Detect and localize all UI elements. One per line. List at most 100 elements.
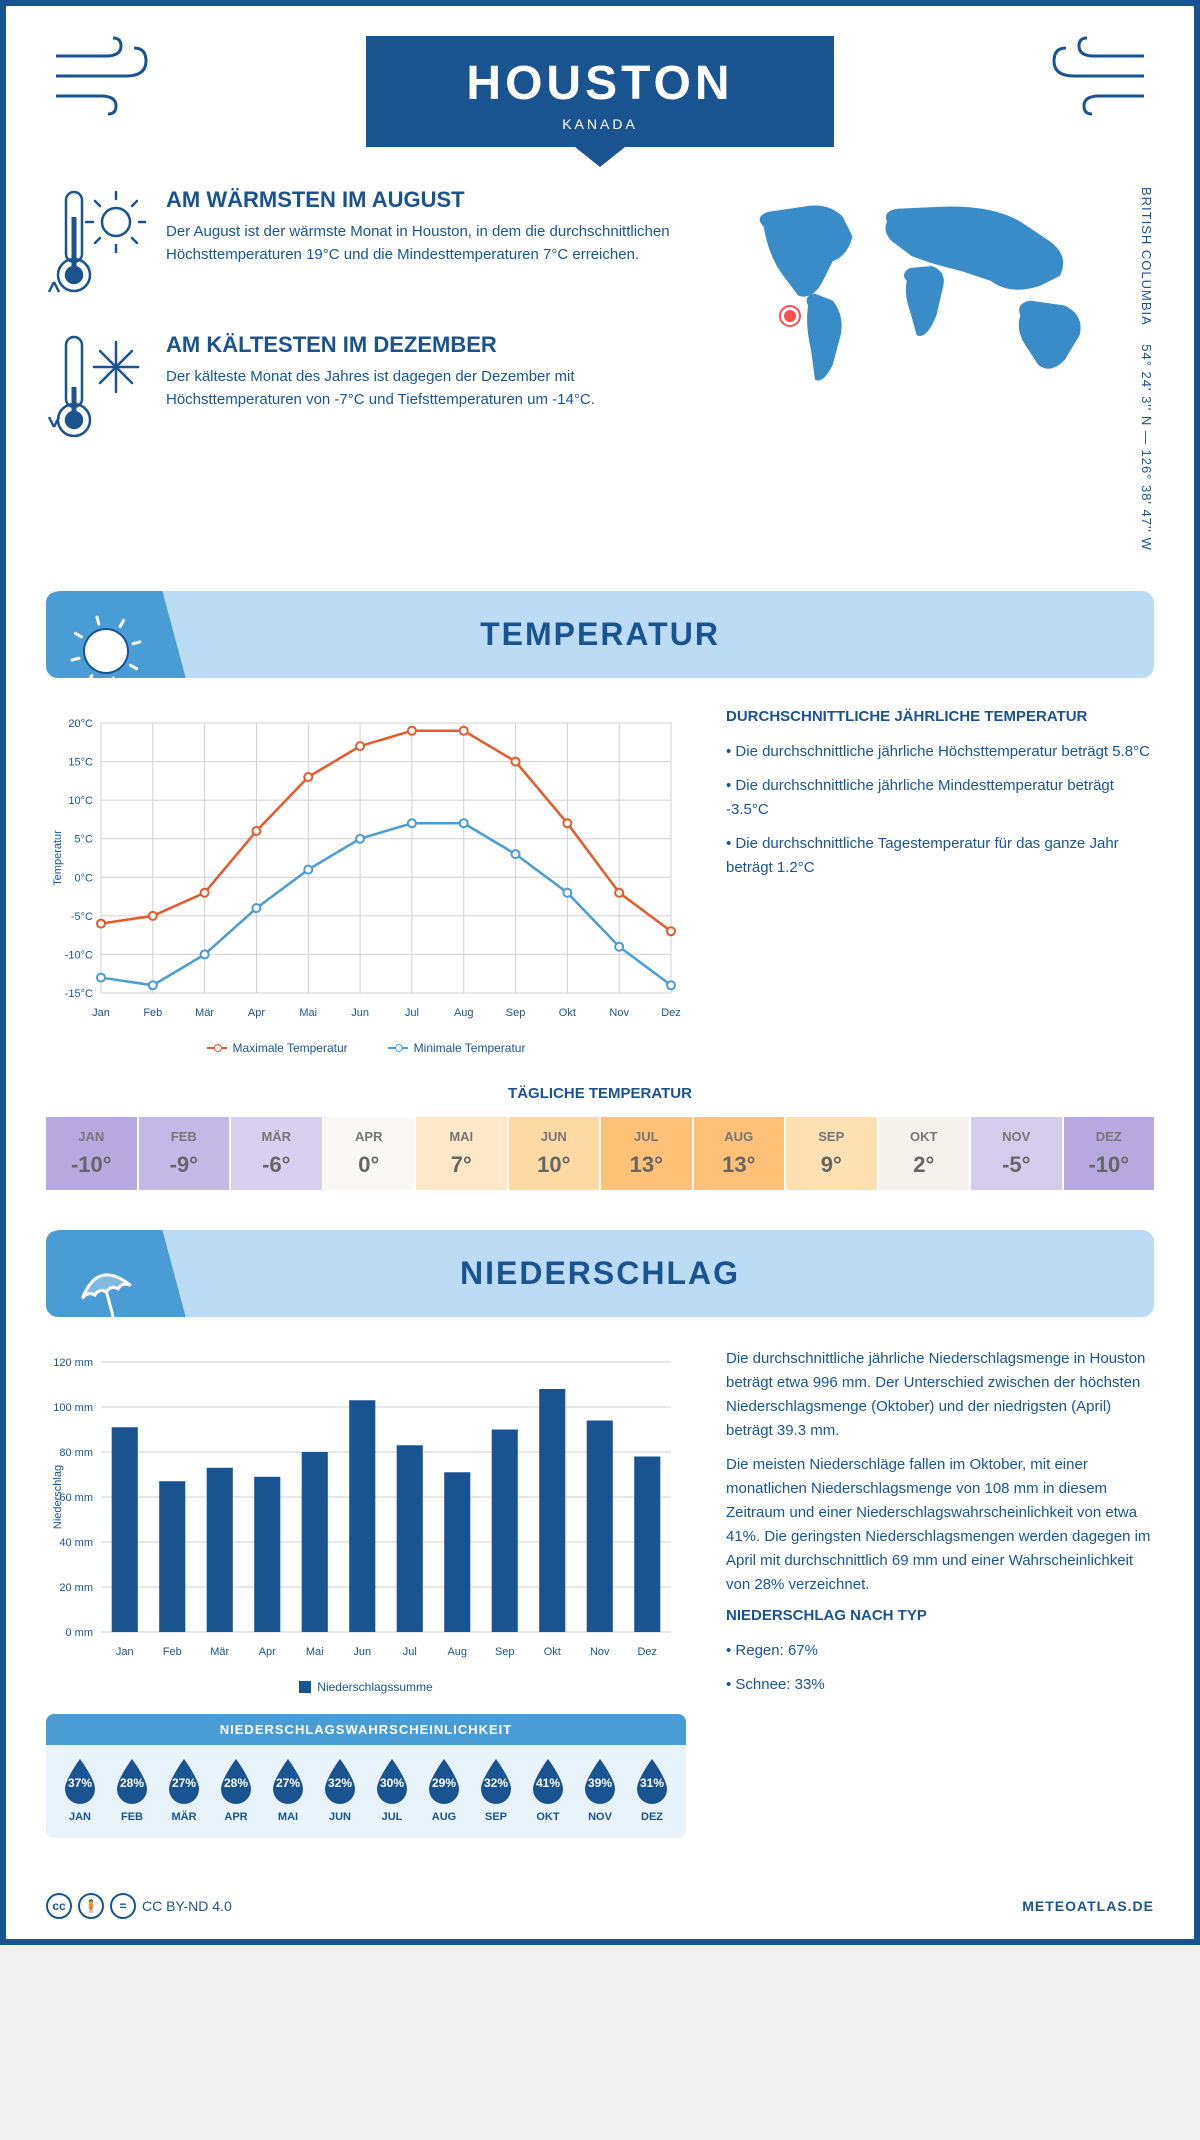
raindrop-icon: 37% xyxy=(61,1757,99,1805)
daily-temp-cell: MÄR-6° xyxy=(231,1117,322,1190)
precip-summary: Die durchschnittliche jährliche Niedersc… xyxy=(726,1347,1154,1838)
prob-cell: 28% APR xyxy=(210,1757,262,1823)
svg-text:Dez: Dez xyxy=(661,1007,681,1019)
prob-cell: 32% SEP xyxy=(470,1757,522,1823)
svg-text:40 mm: 40 mm xyxy=(59,1537,93,1549)
warmest-text: Der August ist der wärmste Monat in Hous… xyxy=(166,221,704,266)
raindrop-icon: 27% xyxy=(165,1757,203,1805)
svg-text:0°C: 0°C xyxy=(75,872,94,884)
svg-text:Niederschlag: Niederschlag xyxy=(52,1465,64,1529)
daily-temp-cell: JUL13° xyxy=(601,1117,692,1190)
svg-text:Sep: Sep xyxy=(495,1646,515,1658)
daily-temp-cell: JUN10° xyxy=(509,1117,600,1190)
svg-text:80 mm: 80 mm xyxy=(59,1447,93,1459)
cc-icon: cc xyxy=(46,1893,72,1919)
prob-cell: 30% JUL xyxy=(366,1757,418,1823)
svg-text:60 mm: 60 mm xyxy=(59,1492,93,1504)
svg-text:Jul: Jul xyxy=(403,1646,417,1658)
svg-text:Jun: Jun xyxy=(351,1007,369,1019)
section-temperature: TEMPERATUR xyxy=(46,591,1154,678)
raindrop-icon: 32% xyxy=(477,1757,515,1805)
svg-text:Mai: Mai xyxy=(306,1646,324,1658)
svg-text:Nov: Nov xyxy=(590,1646,610,1658)
svg-text:120 mm: 120 mm xyxy=(53,1357,93,1369)
svg-text:Mai: Mai xyxy=(299,1007,317,1019)
sun-icon xyxy=(46,591,192,678)
country-name: KANADA xyxy=(466,116,733,132)
daily-temp-cell: SEP9° xyxy=(786,1117,877,1190)
footer: cc 🧍 = CC BY-ND 4.0 METEOATLAS.DE xyxy=(46,1878,1154,1919)
raindrop-icon: 27% xyxy=(269,1757,307,1805)
raindrop-icon: 29% xyxy=(425,1757,463,1805)
prob-cell: 29% AUG xyxy=(418,1757,470,1823)
temp-summary: DURCHSCHNITTLICHE JÄHRLICHE TEMPERATUR •… xyxy=(726,708,1154,1055)
svg-text:10°C: 10°C xyxy=(68,795,93,807)
precipitation-chart: 0 mm20 mm40 mm60 mm80 mm100 mm120 mmNied… xyxy=(46,1347,686,1838)
svg-text:Jan: Jan xyxy=(92,1007,110,1019)
svg-text:Aug: Aug xyxy=(447,1646,467,1658)
svg-text:Feb: Feb xyxy=(143,1007,162,1019)
umbrella-icon xyxy=(46,1230,192,1317)
svg-text:Mär: Mär xyxy=(195,1007,214,1019)
warmest-title: AM WÄRMSTEN IM AUGUST xyxy=(166,187,704,213)
svg-text:Sep: Sep xyxy=(506,1007,526,1019)
temp-summary-title: DURCHSCHNITTLICHE JÄHRLICHE TEMPERATUR xyxy=(726,708,1154,725)
license: cc 🧍 = CC BY-ND 4.0 xyxy=(46,1893,232,1919)
raindrop-icon: 31% xyxy=(633,1757,671,1805)
prob-title: NIEDERSCHLAGSWAHRSCHEINLICHKEIT xyxy=(46,1714,686,1745)
weather-infographic: HOUSTON KANADA AM WÄRMSTEN IM AUGUST Der… xyxy=(0,0,1200,1945)
nd-icon: = xyxy=(110,1893,136,1919)
svg-text:20°C: 20°C xyxy=(68,718,93,730)
prob-cell: 31% DEZ xyxy=(626,1757,678,1823)
raindrop-icon: 28% xyxy=(217,1757,255,1805)
coldest-block: AM KÄLTESTEN IM DEZEMBER Der kälteste Mo… xyxy=(46,332,704,447)
prob-cell: 27% MÄR xyxy=(158,1757,210,1823)
raindrop-icon: 30% xyxy=(373,1757,411,1805)
svg-text:-5°C: -5°C xyxy=(71,911,93,923)
svg-text:Apr: Apr xyxy=(248,1007,265,1019)
legend-max: Maximale Temperatur xyxy=(233,1041,348,1055)
precip-heading: NIEDERSCHLAG xyxy=(71,1255,1129,1292)
prob-cell: 37% JAN xyxy=(54,1757,106,1823)
svg-text:Okt: Okt xyxy=(559,1007,576,1019)
svg-text:Temperatur: Temperatur xyxy=(52,830,64,886)
svg-text:0 mm: 0 mm xyxy=(66,1627,94,1639)
svg-text:-10°C: -10°C xyxy=(65,949,93,961)
raindrop-icon: 32% xyxy=(321,1757,359,1805)
svg-text:Jun: Jun xyxy=(353,1646,371,1658)
daily-temp-cell: APR0° xyxy=(324,1117,415,1190)
svg-text:Jan: Jan xyxy=(116,1646,134,1658)
thermometer-cold-icon xyxy=(46,332,146,447)
raindrop-icon: 39% xyxy=(581,1757,619,1805)
prob-cell: 32% JUN xyxy=(314,1757,366,1823)
wind-icon xyxy=(46,36,156,121)
daily-temp-cell: AUG13° xyxy=(694,1117,785,1190)
top-section: AM WÄRMSTEN IM AUGUST Der August ist der… xyxy=(46,187,1154,551)
precip-probability: NIEDERSCHLAGSWAHRSCHEINLICHKEIT 37% JAN … xyxy=(46,1714,686,1838)
by-icon: 🧍 xyxy=(78,1893,104,1919)
svg-text:Okt: Okt xyxy=(544,1646,561,1658)
prob-cell: 39% NOV xyxy=(574,1757,626,1823)
svg-text:Nov: Nov xyxy=(609,1007,629,1019)
title-ribbon: HOUSTON KANADA xyxy=(366,36,833,147)
daily-temp-cell: JAN-10° xyxy=(46,1117,137,1190)
legend-precip: Niederschlagssumme xyxy=(317,1680,432,1694)
daily-temp-table: JAN-10°FEB-9°MÄR-6°APR0°MAI7°JUN10°JUL13… xyxy=(46,1117,1154,1190)
svg-text:Aug: Aug xyxy=(454,1007,474,1019)
daily-temp-cell: MAI7° xyxy=(416,1117,507,1190)
svg-text:Dez: Dez xyxy=(637,1646,657,1658)
daily-temp-cell: DEZ-10° xyxy=(1064,1117,1155,1190)
svg-text:Mär: Mär xyxy=(210,1646,229,1658)
daily-temp-cell: OKT2° xyxy=(879,1117,970,1190)
svg-text:Jul: Jul xyxy=(405,1007,419,1019)
warmest-block: AM WÄRMSTEN IM AUGUST Der August ist der… xyxy=(46,187,704,302)
coldest-title: AM KÄLTESTEN IM DEZEMBER xyxy=(166,332,704,358)
svg-text:Apr: Apr xyxy=(259,1646,276,1658)
legend-min: Minimale Temperatur xyxy=(414,1041,526,1055)
temp-heading: TEMPERATUR xyxy=(71,616,1129,653)
daily-temp-title: TÄGLICHE TEMPERATUR xyxy=(46,1085,1154,1102)
svg-text:15°C: 15°C xyxy=(68,756,93,768)
temperature-chart: -15°C-10°C-5°C0°C5°C10°C15°C20°CJanFebMä… xyxy=(46,708,686,1055)
world-map xyxy=(734,187,1129,551)
wind-icon xyxy=(1044,36,1154,121)
